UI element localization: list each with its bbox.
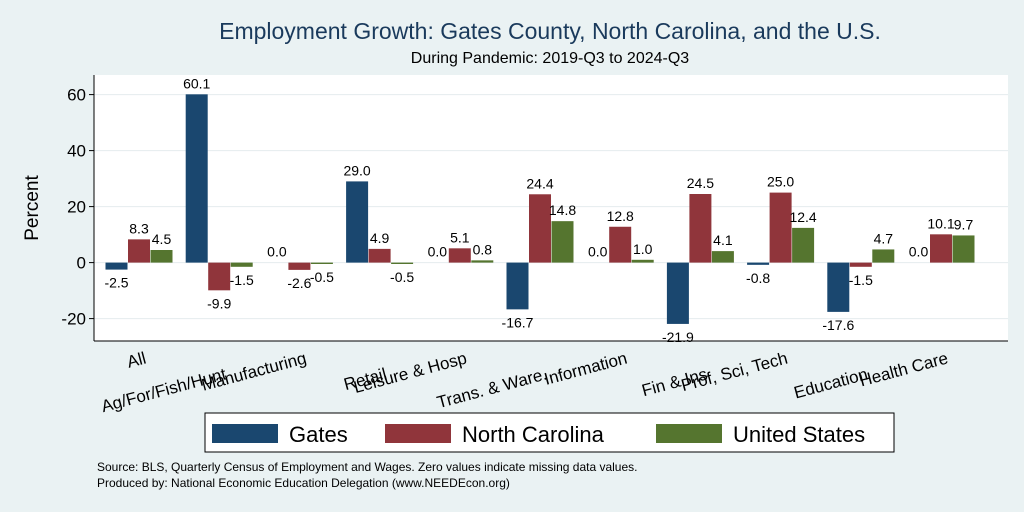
bar-north-carolina	[529, 194, 551, 263]
y-tick-label: 60	[67, 86, 86, 105]
bar-united-states	[391, 262, 414, 264]
data-label: -2.5	[104, 275, 128, 291]
bar-united-states	[310, 262, 333, 264]
bars-layer	[105, 94, 975, 324]
y-tick-label: 0	[77, 254, 86, 273]
bar-gates	[105, 262, 128, 270]
data-label: 0.0	[267, 244, 287, 260]
bar-north-carolina	[769, 192, 792, 263]
x-tick-label: Trans. & Ware.	[435, 365, 549, 413]
data-label: 4.1	[713, 232, 733, 248]
footer-notes: Source: BLS, Quarterly Census of Employm…	[97, 459, 637, 491]
bar-united-states	[952, 235, 975, 263]
bar-united-states	[711, 251, 734, 263]
data-label: -0.8	[746, 270, 770, 286]
bar-north-carolina	[448, 248, 471, 263]
y-axis-title: Percent	[22, 175, 43, 241]
legend-swatch-gates	[212, 424, 278, 443]
legend-swatch-north-carolina	[385, 424, 451, 443]
bar-united-states	[872, 249, 895, 263]
data-label: -0.5	[390, 269, 414, 285]
legend-box	[204, 412, 895, 453]
x-tick-label: Education	[792, 365, 870, 403]
bar-united-states	[631, 259, 654, 263]
legend-label: United States	[733, 422, 865, 447]
data-label: 0.0	[428, 244, 448, 260]
chart-title: Employment Growth: Gates County, North C…	[219, 18, 881, 44]
data-labels: -2.58.34.560.1-9.9-1.50.0-2.6-0.529.04.9…	[104, 75, 973, 345]
data-label: 9.7	[954, 216, 974, 232]
bar-gates	[346, 181, 369, 263]
data-label: 24.5	[687, 175, 714, 191]
x-tick-label: Prof, Sci, Tech	[679, 349, 789, 396]
data-label: 12.8	[607, 208, 634, 224]
bar-gates	[506, 262, 529, 310]
data-label: 4.5	[152, 231, 172, 247]
source-note: Source: BLS, Quarterly Census of Employm…	[97, 460, 638, 474]
bar-north-carolina	[288, 262, 311, 270]
data-label: 0.8	[473, 241, 493, 257]
y-tick-label: 20	[67, 198, 86, 217]
x-tick-label: Information	[542, 349, 629, 389]
bar-united-states	[792, 227, 815, 263]
x-tick-label: Manufacturing	[199, 349, 308, 395]
bar-north-carolina	[208, 262, 231, 291]
legend: Gates North Carolina United States	[204, 412, 895, 453]
bar-north-carolina	[128, 239, 150, 263]
data-label: 0.0	[909, 244, 929, 260]
legend-label: North Carolina	[462, 422, 605, 447]
x-tick-label: All	[125, 349, 148, 372]
data-label: 4.7	[874, 230, 894, 246]
data-label: 8.3	[129, 220, 149, 236]
producer-note: Produced by: National Economic Education…	[97, 476, 510, 490]
bar-north-carolina	[849, 262, 872, 267]
data-label: -17.6	[822, 317, 854, 333]
data-label: -1.5	[849, 272, 873, 288]
data-label: 60.1	[183, 75, 210, 91]
bar-gates	[747, 262, 770, 265]
bar-north-carolina	[689, 194, 712, 263]
bar-north-carolina	[930, 234, 952, 263]
y-tick-label: 40	[67, 142, 86, 161]
bar-gates	[666, 262, 689, 324]
bar-gates	[827, 262, 850, 312]
bar-united-states	[551, 221, 574, 263]
data-label: 1.0	[633, 241, 653, 257]
data-label: 14.8	[549, 202, 576, 218]
legend-swatch-united-states	[656, 424, 722, 443]
bar-north-carolina	[609, 226, 632, 263]
data-label: 25.0	[767, 174, 794, 190]
data-label: -21.9	[662, 329, 694, 345]
data-label: -2.6	[287, 275, 311, 291]
data-label: 29.0	[343, 162, 370, 178]
y-tick-label: -20	[61, 310, 86, 329]
data-label: -16.7	[502, 314, 534, 330]
data-label: 10.1	[927, 215, 954, 231]
bar-united-states	[230, 262, 253, 267]
data-label: 24.4	[526, 175, 553, 191]
y-axis: -20 0 20 40 60	[61, 75, 1008, 342]
bar-north-carolina	[368, 248, 391, 263]
bar-gates	[185, 94, 208, 263]
data-label: -0.5	[310, 269, 334, 285]
data-label: 0.0	[588, 244, 608, 260]
chart-subtitle: During Pandemic: 2019-Q3 to 2024-Q3	[410, 50, 690, 67]
data-label: -1.5	[230, 272, 254, 288]
data-label: 5.1	[450, 229, 470, 245]
data-label: 12.4	[789, 209, 816, 225]
bar-united-states	[471, 260, 494, 263]
data-label: 4.9	[370, 230, 390, 246]
data-label: -9.9	[207, 295, 231, 311]
bar-united-states	[150, 250, 173, 263]
x-tick-label: Health Care	[857, 349, 950, 391]
legend-label: Gates	[289, 422, 348, 447]
